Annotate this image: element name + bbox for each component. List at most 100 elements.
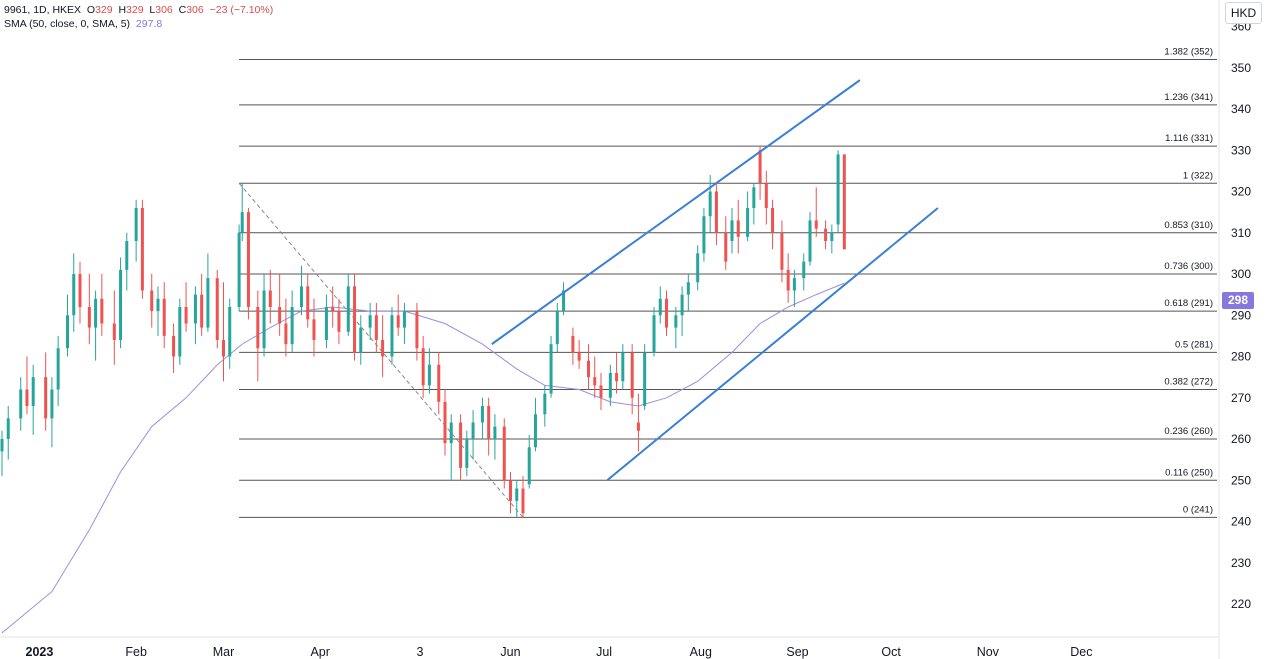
- time-tick-label: Mar: [213, 645, 235, 659]
- candle-body: [140, 208, 144, 291]
- candle-body: [771, 208, 775, 233]
- candle-body: [780, 232, 784, 270]
- trendlines-layer: [491, 79, 939, 482]
- fib-level-label: 0.736 (300): [1164, 261, 1213, 272]
- candle-body: [278, 307, 282, 324]
- candles-layer: [0, 146, 846, 518]
- legend-h-value: 329: [126, 4, 144, 16]
- legend-o-value: 329: [95, 4, 113, 16]
- candle-body: [256, 307, 260, 349]
- candle-body: [443, 401, 447, 444]
- candle-body: [290, 307, 294, 345]
- time-tick-label: Jul: [596, 645, 612, 659]
- candle-body: [284, 323, 288, 345]
- candle-body: [119, 269, 123, 340]
- candle-body: [730, 220, 734, 241]
- candle-body: [686, 282, 690, 295]
- candle-body: [262, 290, 266, 349]
- legend-o-label: O: [86, 4, 96, 16]
- price-tick-label: 240: [1231, 515, 1251, 529]
- candle-body: [664, 298, 668, 328]
- currency-button[interactable]: HKD: [1225, 2, 1262, 24]
- candle-body: [337, 311, 341, 332]
- candle-body: [150, 290, 154, 312]
- fib-level-label: 1.116 (331): [1165, 133, 1213, 144]
- last-price-tag: 298: [1222, 292, 1254, 309]
- candle-body: [674, 315, 678, 328]
- price-tick-label: 310: [1231, 226, 1251, 240]
- candle-body: [6, 418, 10, 439]
- candle-body: [396, 315, 400, 328]
- price-tick-label: 350: [1231, 61, 1251, 75]
- candle-body: [571, 335, 575, 353]
- price-tick-label: 290: [1231, 308, 1251, 322]
- candle-body: [421, 348, 425, 386]
- candle-body: [824, 228, 828, 241]
- candle-body: [415, 311, 419, 349]
- price-tick-label: 280: [1231, 350, 1251, 364]
- candle-body: [652, 315, 656, 353]
- sma-50-line: [1, 282, 845, 634]
- legend-sma-value: 297.8: [135, 18, 163, 30]
- candle-body: [658, 298, 662, 316]
- price-tick-label: 320: [1231, 185, 1251, 199]
- candle-body: [764, 183, 768, 208]
- price-axis: 220 230 240 250 260 270 280 290 300 310 320 330 340 3…: [1218, 0, 1251, 659]
- candle-body: [836, 154, 840, 225]
- time-tick-label: Sep: [786, 645, 808, 659]
- candle-body: [643, 352, 647, 406]
- time-tick-label: Nov: [977, 645, 1000, 659]
- candle-body: [268, 290, 272, 307]
- candle-body: [381, 340, 385, 357]
- candle-body: [50, 389, 54, 419]
- fib-level-label: 0.853 (310): [1164, 220, 1213, 231]
- candle-body: [87, 307, 91, 328]
- fib-level-label: 0.382 (272): [1164, 377, 1213, 388]
- price-tick-label: 220: [1231, 597, 1251, 611]
- candle-body: [830, 232, 834, 241]
- fib-level-label: 1.382 (352): [1164, 47, 1213, 58]
- price-tick-label: 270: [1231, 391, 1251, 405]
- candle-body: [808, 220, 812, 262]
- candle-body: [200, 294, 204, 328]
- price-tick-label: 330: [1231, 143, 1251, 157]
- candle-body: [299, 286, 303, 307]
- time-tick-label: Oct: [881, 645, 901, 659]
- candle-body: [630, 352, 634, 398]
- fib-level-label: 0.618 (291): [1164, 298, 1213, 309]
- candle-body: [390, 315, 394, 357]
- legend-sma-row: SMA (50, close, 0, SMA, 5) 297.8: [4, 17, 273, 31]
- time-tick-label: 3: [417, 645, 424, 659]
- candle-body: [714, 191, 718, 233]
- candle-body: [19, 389, 23, 419]
- candle-body: [312, 319, 316, 340]
- candle-body: [459, 422, 463, 468]
- fib-levels: 1.382 (352) 1.236 (341) 1.116 (331) 1 (322)…: [238, 47, 1217, 518]
- time-tick-label: Aug: [690, 645, 712, 659]
- candle-body: [736, 220, 740, 237]
- candle-body: [533, 414, 537, 448]
- candle-body: [615, 373, 619, 382]
- candle-body: [402, 311, 406, 328]
- candle-body: [521, 488, 525, 514]
- time-tick-label: Apr: [310, 645, 329, 659]
- candle-body: [100, 298, 104, 324]
- candle-body: [427, 364, 431, 386]
- time-tick-label: Jun: [500, 645, 520, 659]
- candle-body: [562, 290, 566, 312]
- legend-h-label: H: [118, 4, 127, 16]
- candle-body: [587, 360, 590, 378]
- candle-body: [31, 377, 35, 406]
- candle-body: [792, 278, 796, 291]
- candle-body: [752, 187, 756, 208]
- trendline-lower: [606, 207, 939, 482]
- candle-body: [359, 327, 363, 353]
- candle-body: [696, 253, 700, 283]
- candle-body: [237, 232, 241, 307]
- price-tick-label: 340: [1231, 102, 1251, 116]
- candle-body: [156, 298, 160, 312]
- candle-body: [221, 340, 225, 357]
- candle-body: [346, 286, 350, 332]
- candle-body: [842, 154, 846, 250]
